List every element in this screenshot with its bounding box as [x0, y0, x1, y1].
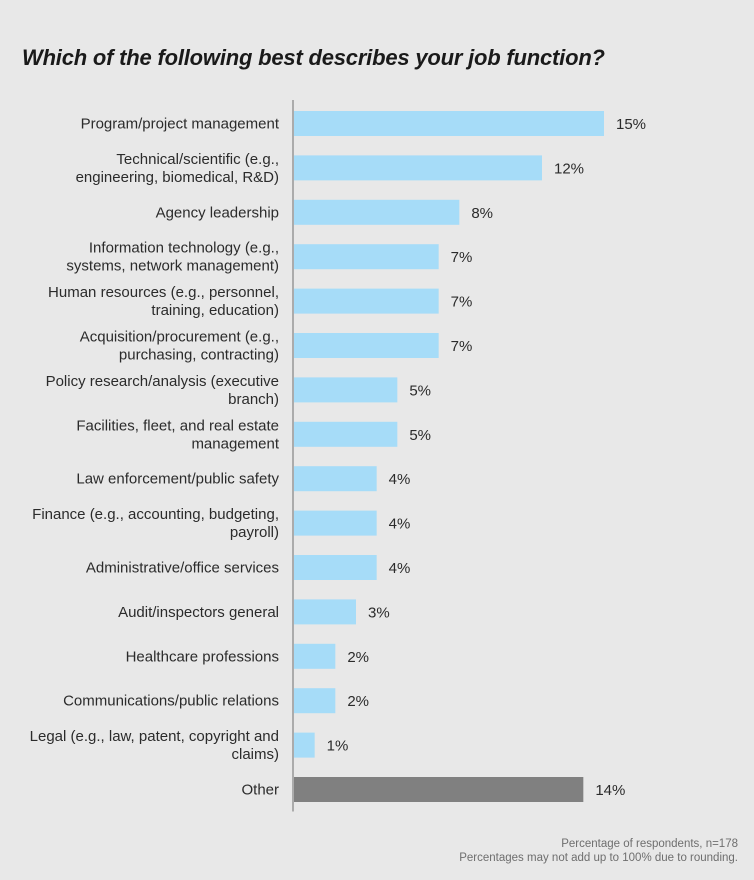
bar	[294, 288, 439, 314]
category-label-line: Policy research/analysis (executive	[46, 373, 279, 390]
bar-row: Information technology (e.g., systems, ne…	[66, 240, 472, 275]
category-label-line: Program/project management	[81, 116, 280, 133]
category-label-line: Facilities, fleet, and real estate	[76, 417, 279, 434]
category-label-line: systems, network management)	[66, 258, 279, 275]
category-label: Information technology (e.g., systems, ne…	[66, 240, 279, 275]
bar-row: Audit/inspectors general 3%	[118, 599, 390, 625]
bar-row: Policy research/analysis (executive branc…	[46, 373, 431, 408]
category-label: Finance (e.g., accounting, budgeting, pay…	[32, 506, 279, 541]
category-label: Communications/public relations	[63, 693, 279, 710]
value-label: 1%	[327, 738, 349, 755]
value-label: 7%	[451, 294, 473, 311]
value-label: 2%	[347, 649, 369, 666]
footnote-sample-size: Percentage of respondents, n=178	[561, 838, 738, 850]
category-label: Technical/scientific (e.g., engineering, …	[76, 151, 279, 186]
bar-row: Other 14%	[241, 777, 625, 802]
category-label-line: Other	[241, 782, 279, 799]
value-label: 4%	[389, 471, 411, 488]
value-label: 14%	[595, 782, 625, 799]
category-label-line: training, education)	[151, 302, 279, 319]
category-label: Audit/inspectors general	[118, 604, 279, 621]
category-label: Legal (e.g., law, patent, copyright and c…	[30, 728, 279, 763]
value-label: 4%	[389, 516, 411, 533]
value-label: 7%	[451, 338, 473, 355]
category-label-line: Law enforcement/public safety	[76, 471, 279, 488]
value-label: 5%	[409, 427, 431, 444]
bar	[294, 599, 356, 625]
category-label-line: Information technology (e.g.,	[89, 240, 279, 257]
category-label-line: Healthcare professions	[126, 648, 279, 665]
footnote: Percentage of respondents, n=178 Percent…	[459, 837, 738, 865]
bar-row: Legal (e.g., law, patent, copyright and c…	[30, 728, 349, 763]
bar	[294, 244, 439, 270]
category-label-line: management	[191, 435, 279, 452]
category-label: Administrative/office services	[86, 560, 279, 577]
category-label: Agency leadership	[156, 204, 279, 221]
category-label-line: claims)	[232, 746, 280, 763]
category-label-line: Agency leadership	[156, 204, 279, 221]
bar	[294, 155, 542, 181]
bar-row: Human resources (e.g., personnel, trainin…	[48, 284, 472, 319]
bar	[294, 643, 336, 669]
category-label-line: Acquisition/procurement (e.g.,	[80, 329, 279, 346]
bar	[294, 510, 377, 536]
bar	[294, 777, 584, 802]
value-label: 3%	[368, 604, 390, 621]
category-label-line: branch)	[228, 391, 279, 408]
value-label: 15%	[616, 116, 646, 133]
category-label-line: Administrative/office services	[86, 560, 279, 577]
bar	[294, 688, 336, 714]
value-label: 5%	[409, 382, 431, 399]
category-label-line: Technical/scientific (e.g.,	[116, 151, 279, 168]
bar	[294, 555, 377, 580]
category-label-line: Audit/inspectors general	[118, 604, 279, 621]
bar	[294, 421, 398, 447]
category-label: Policy research/analysis (executive branc…	[46, 373, 279, 408]
bar-row: Facilities, fleet, and real estate manage…	[76, 417, 431, 452]
bar-row: Technical/scientific (e.g., engineering, …	[76, 151, 584, 186]
bar-chart: Program/project management 15% Technical/s…	[30, 100, 646, 812]
category-label: Program/project management	[81, 116, 280, 133]
bar-row: Program/project management 15%	[81, 111, 646, 136]
bar	[294, 466, 377, 492]
bar	[294, 111, 604, 136]
bar-row: Law enforcement/public safety 4%	[76, 466, 411, 492]
value-label: 12%	[554, 160, 584, 177]
bar-row: Administrative/office services 4%	[86, 555, 410, 580]
bar	[294, 333, 439, 358]
footnote-rounding-note: Percentages may not add up to 100% due t…	[459, 852, 738, 864]
bar	[294, 732, 315, 758]
chart-title: Which of the following best describes yo…	[22, 45, 605, 70]
value-label: 4%	[389, 560, 411, 577]
category-label-line: Human resources (e.g., personnel,	[48, 284, 279, 301]
category-label-line: engineering, biomedical, R&D)	[76, 169, 279, 186]
bar-row: Finance (e.g., accounting, budgeting, pay…	[32, 506, 410, 541]
value-label: 8%	[471, 205, 493, 222]
category-label: Human resources (e.g., personnel, trainin…	[48, 284, 279, 319]
bar-row: Healthcare professions 2%	[126, 643, 369, 669]
category-label-line: payroll)	[230, 524, 279, 541]
bar-row: Communications/public relations 2%	[63, 688, 369, 714]
bar	[294, 199, 460, 225]
category-label-line: Communications/public relations	[63, 693, 279, 710]
category-label: Healthcare professions	[126, 648, 279, 665]
category-label-line: purchasing, contracting)	[119, 347, 279, 364]
value-label: 7%	[451, 249, 473, 266]
category-label-line: Finance (e.g., accounting, budgeting,	[32, 506, 279, 523]
bar	[294, 377, 398, 403]
category-label: Law enforcement/public safety	[76, 471, 279, 488]
category-label: Acquisition/procurement (e.g., purchasing…	[80, 329, 279, 364]
value-label: 2%	[347, 693, 369, 710]
category-label-line: Legal (e.g., law, patent, copyright and	[30, 728, 279, 745]
category-label: Facilities, fleet, and real estate manage…	[76, 417, 279, 452]
category-label: Other	[241, 782, 279, 799]
bar-row: Agency leadership 8%	[156, 199, 493, 225]
bar-row: Acquisition/procurement (e.g., purchasing…	[80, 329, 473, 364]
